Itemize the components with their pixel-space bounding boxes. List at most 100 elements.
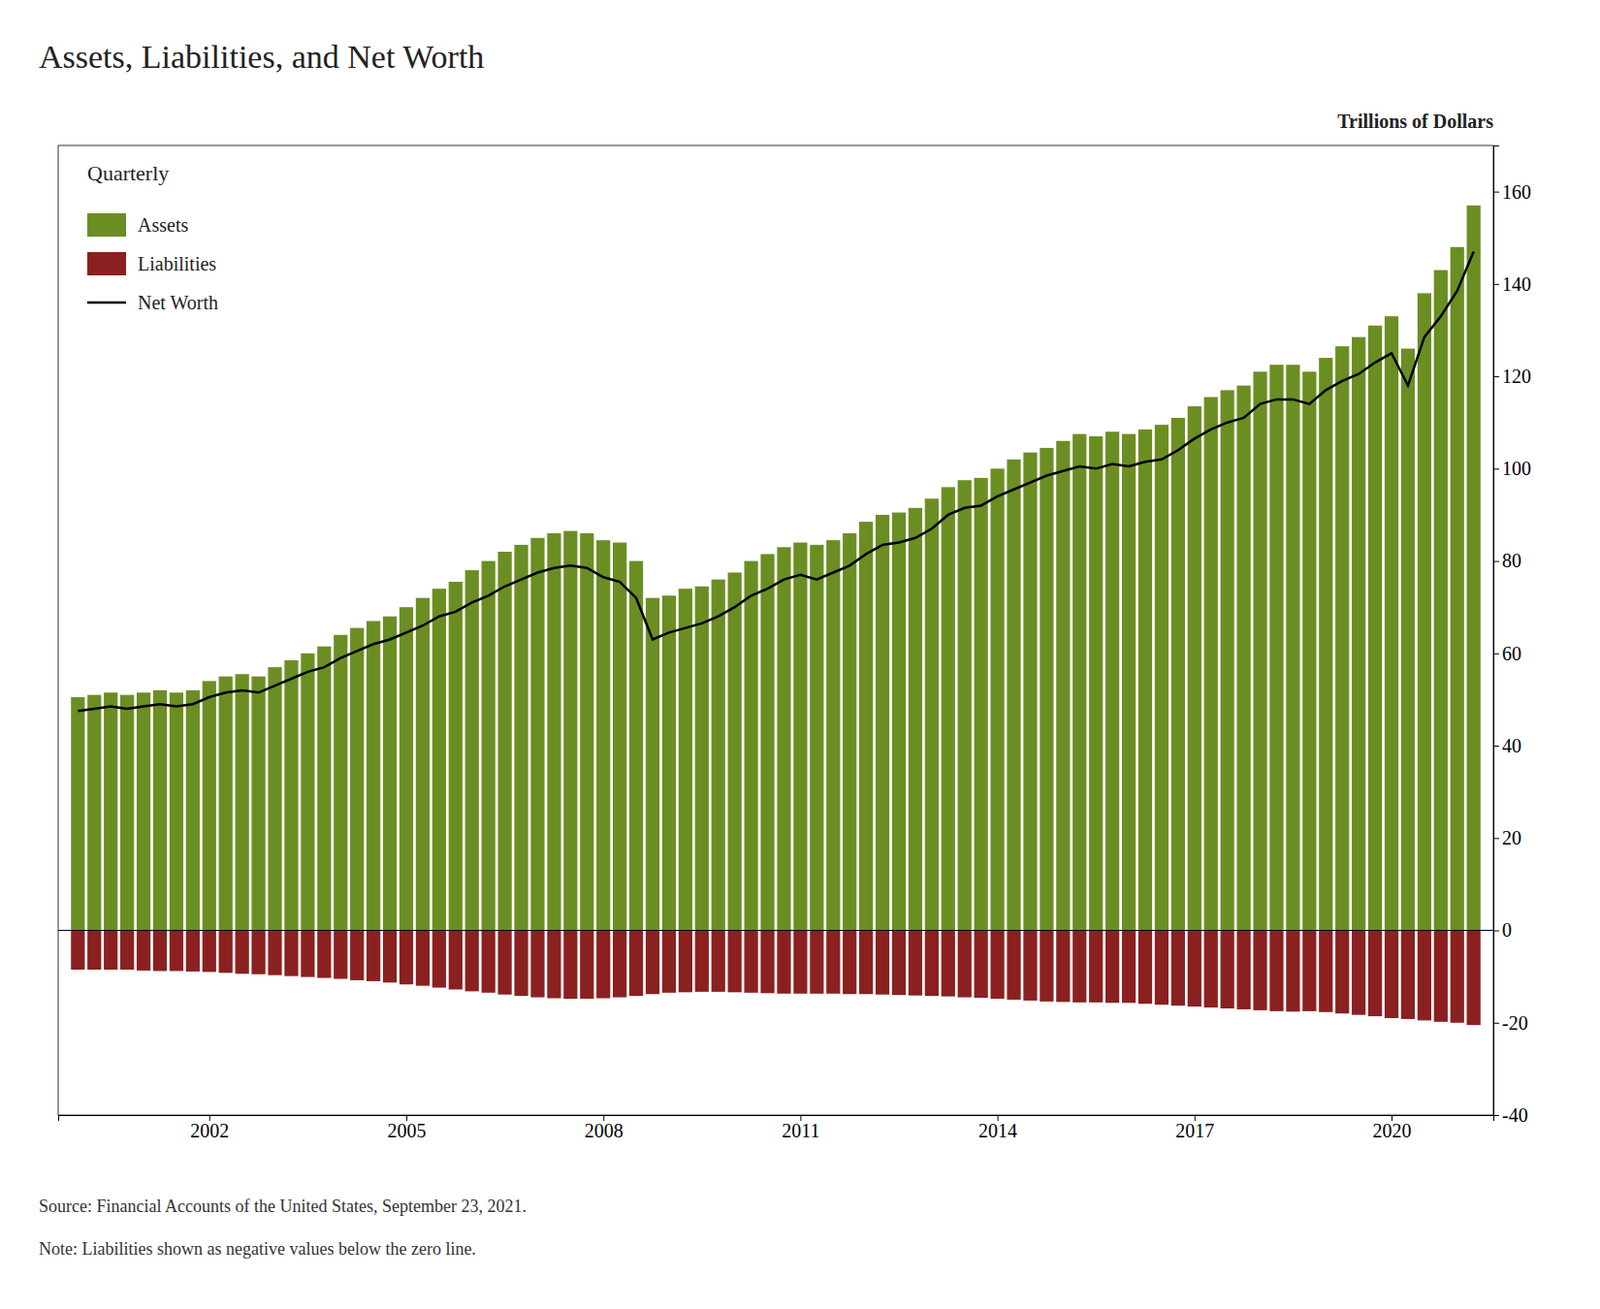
bar [169, 692, 184, 930]
bar [776, 546, 791, 930]
legend-item: Assets [87, 213, 189, 237]
x-tick: 2014 [978, 1115, 1018, 1142]
bar [497, 930, 512, 995]
bar [743, 561, 758, 931]
x-tick-label: 2017 [1175, 1120, 1215, 1142]
y-tick: 80 [1493, 549, 1522, 572]
footnote: Note: Liabilities shown as negative valu… [38, 1239, 477, 1259]
x-tick: 2002 [190, 1115, 229, 1142]
bar [1351, 930, 1366, 1016]
bar [925, 930, 939, 997]
y-tick: 20 [1493, 827, 1522, 849]
bar [1187, 406, 1202, 930]
bar [826, 930, 840, 994]
legend-swatch [87, 301, 127, 305]
bar [251, 930, 265, 975]
bar [695, 930, 709, 992]
bar [1088, 930, 1103, 1003]
bar [267, 930, 282, 976]
bar [1006, 930, 1021, 1000]
bar [1121, 434, 1136, 931]
bar [1318, 357, 1333, 930]
bar [432, 588, 447, 930]
marks [58, 205, 1494, 1025]
bar [1138, 930, 1152, 1005]
bar [399, 607, 414, 930]
bar [1269, 364, 1283, 930]
bar [1056, 930, 1070, 1003]
legend-label: Liabilities [137, 253, 217, 275]
bar [416, 930, 430, 987]
bar-series [70, 930, 1481, 1026]
y-tick: 160 [1493, 181, 1532, 203]
bar [1236, 385, 1250, 931]
y-tick: 100 [1493, 457, 1532, 480]
y-tick: -40 [1493, 1104, 1529, 1126]
bar [645, 930, 660, 995]
y-tick-mark [1493, 745, 1500, 747]
y-tick-mark [1493, 930, 1500, 932]
bar [859, 521, 873, 930]
bar [1417, 930, 1432, 1022]
y-tick: -20 [1493, 1012, 1529, 1034]
bar [465, 930, 480, 992]
bar [1105, 930, 1120, 1004]
bar [859, 930, 873, 995]
bar [136, 692, 151, 930]
y-tick: 120 [1493, 365, 1532, 387]
x-tick: 2020 [1373, 1115, 1412, 1142]
bar [1368, 930, 1382, 1018]
bar [990, 930, 1004, 999]
bar [1105, 431, 1120, 930]
y-tick-mark [1493, 192, 1500, 193]
bar [842, 533, 857, 931]
bar [70, 930, 85, 970]
bar [366, 620, 381, 930]
y-tick-label: -20 [1502, 1012, 1529, 1034]
bar [1023, 452, 1037, 931]
bar [793, 543, 807, 931]
bar [826, 540, 840, 930]
x-tick-label: 2005 [386, 1120, 426, 1142]
bar [1204, 397, 1218, 931]
bar [678, 588, 693, 930]
bar [1450, 930, 1465, 1024]
bar [267, 667, 282, 930]
y-tick-label: 140 [1502, 273, 1532, 295]
bar [941, 930, 956, 997]
bar [1434, 930, 1448, 1023]
bar [875, 514, 890, 931]
bar [1318, 930, 1333, 1013]
y-tick-label: 120 [1502, 365, 1532, 387]
y-tick: 40 [1493, 735, 1522, 757]
bar [990, 468, 1004, 930]
bar [1384, 316, 1399, 930]
y-tick-label: 0 [1502, 919, 1512, 941]
x-axis: 2002200520082011201420172020 [59, 1115, 1495, 1142]
bar [513, 544, 528, 931]
legend-swatch [87, 213, 127, 237]
x-axis-line [59, 1116, 1495, 1122]
y-tick: 0 [1493, 919, 1512, 941]
y-tick: 140 [1493, 273, 1532, 295]
legend-swatch [87, 252, 127, 276]
bar [1138, 429, 1152, 931]
bar [1039, 448, 1054, 931]
bar [1121, 930, 1136, 1004]
bar [760, 930, 774, 994]
y-tick-label: 40 [1502, 735, 1522, 757]
bar [416, 598, 430, 931]
annotation: Quarterly [87, 160, 169, 186]
bar [1368, 325, 1382, 931]
bar [793, 930, 807, 994]
bar [579, 533, 594, 931]
bar [842, 930, 857, 995]
bar [1401, 349, 1415, 931]
y-tick-mark [1493, 376, 1500, 378]
bar [136, 930, 151, 971]
x-tick-label: 2002 [190, 1120, 229, 1142]
bar [1384, 930, 1399, 1019]
bar [87, 695, 101, 931]
bar [1335, 346, 1349, 930]
bar [1450, 247, 1465, 931]
